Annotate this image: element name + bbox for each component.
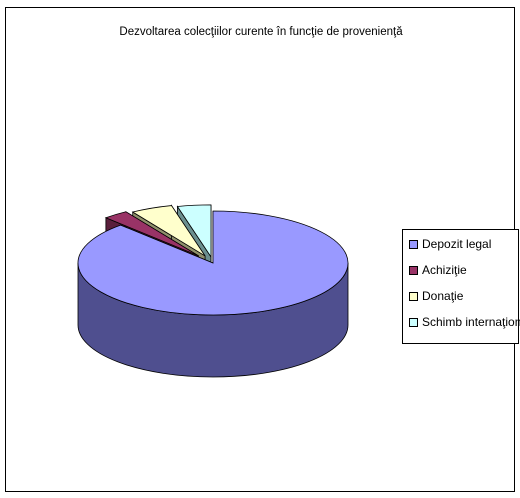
legend-item: Depozit legal <box>409 236 491 252</box>
chart-area: Dezvoltarea colecţiilor curente în funcţ… <box>5 7 520 492</box>
legend-item: Donaţie <box>409 288 463 304</box>
chart-title: Dezvoltarea colecţiilor curente în funcţ… <box>119 26 403 38</box>
legend-item: Schimb internaţional <box>409 314 520 330</box>
legend: Depozit legal Achiziţie Donaţie Schimb inte… <box>402 229 520 344</box>
legend-label: Schimb internaţional <box>422 315 520 329</box>
legend-swatch <box>409 265 418 275</box>
legend-label: Depozit legal <box>422 237 492 251</box>
pie-chart <box>77 204 349 378</box>
legend-item: Achiziţie <box>409 262 467 278</box>
pie-slice-depozit-legal <box>77 210 349 378</box>
legend-label: Donaţie <box>422 289 464 303</box>
legend-label: Achiziţie <box>422 263 467 277</box>
legend-swatch <box>409 239 418 249</box>
legend-swatch <box>409 317 418 327</box>
legend-swatch <box>409 291 418 301</box>
